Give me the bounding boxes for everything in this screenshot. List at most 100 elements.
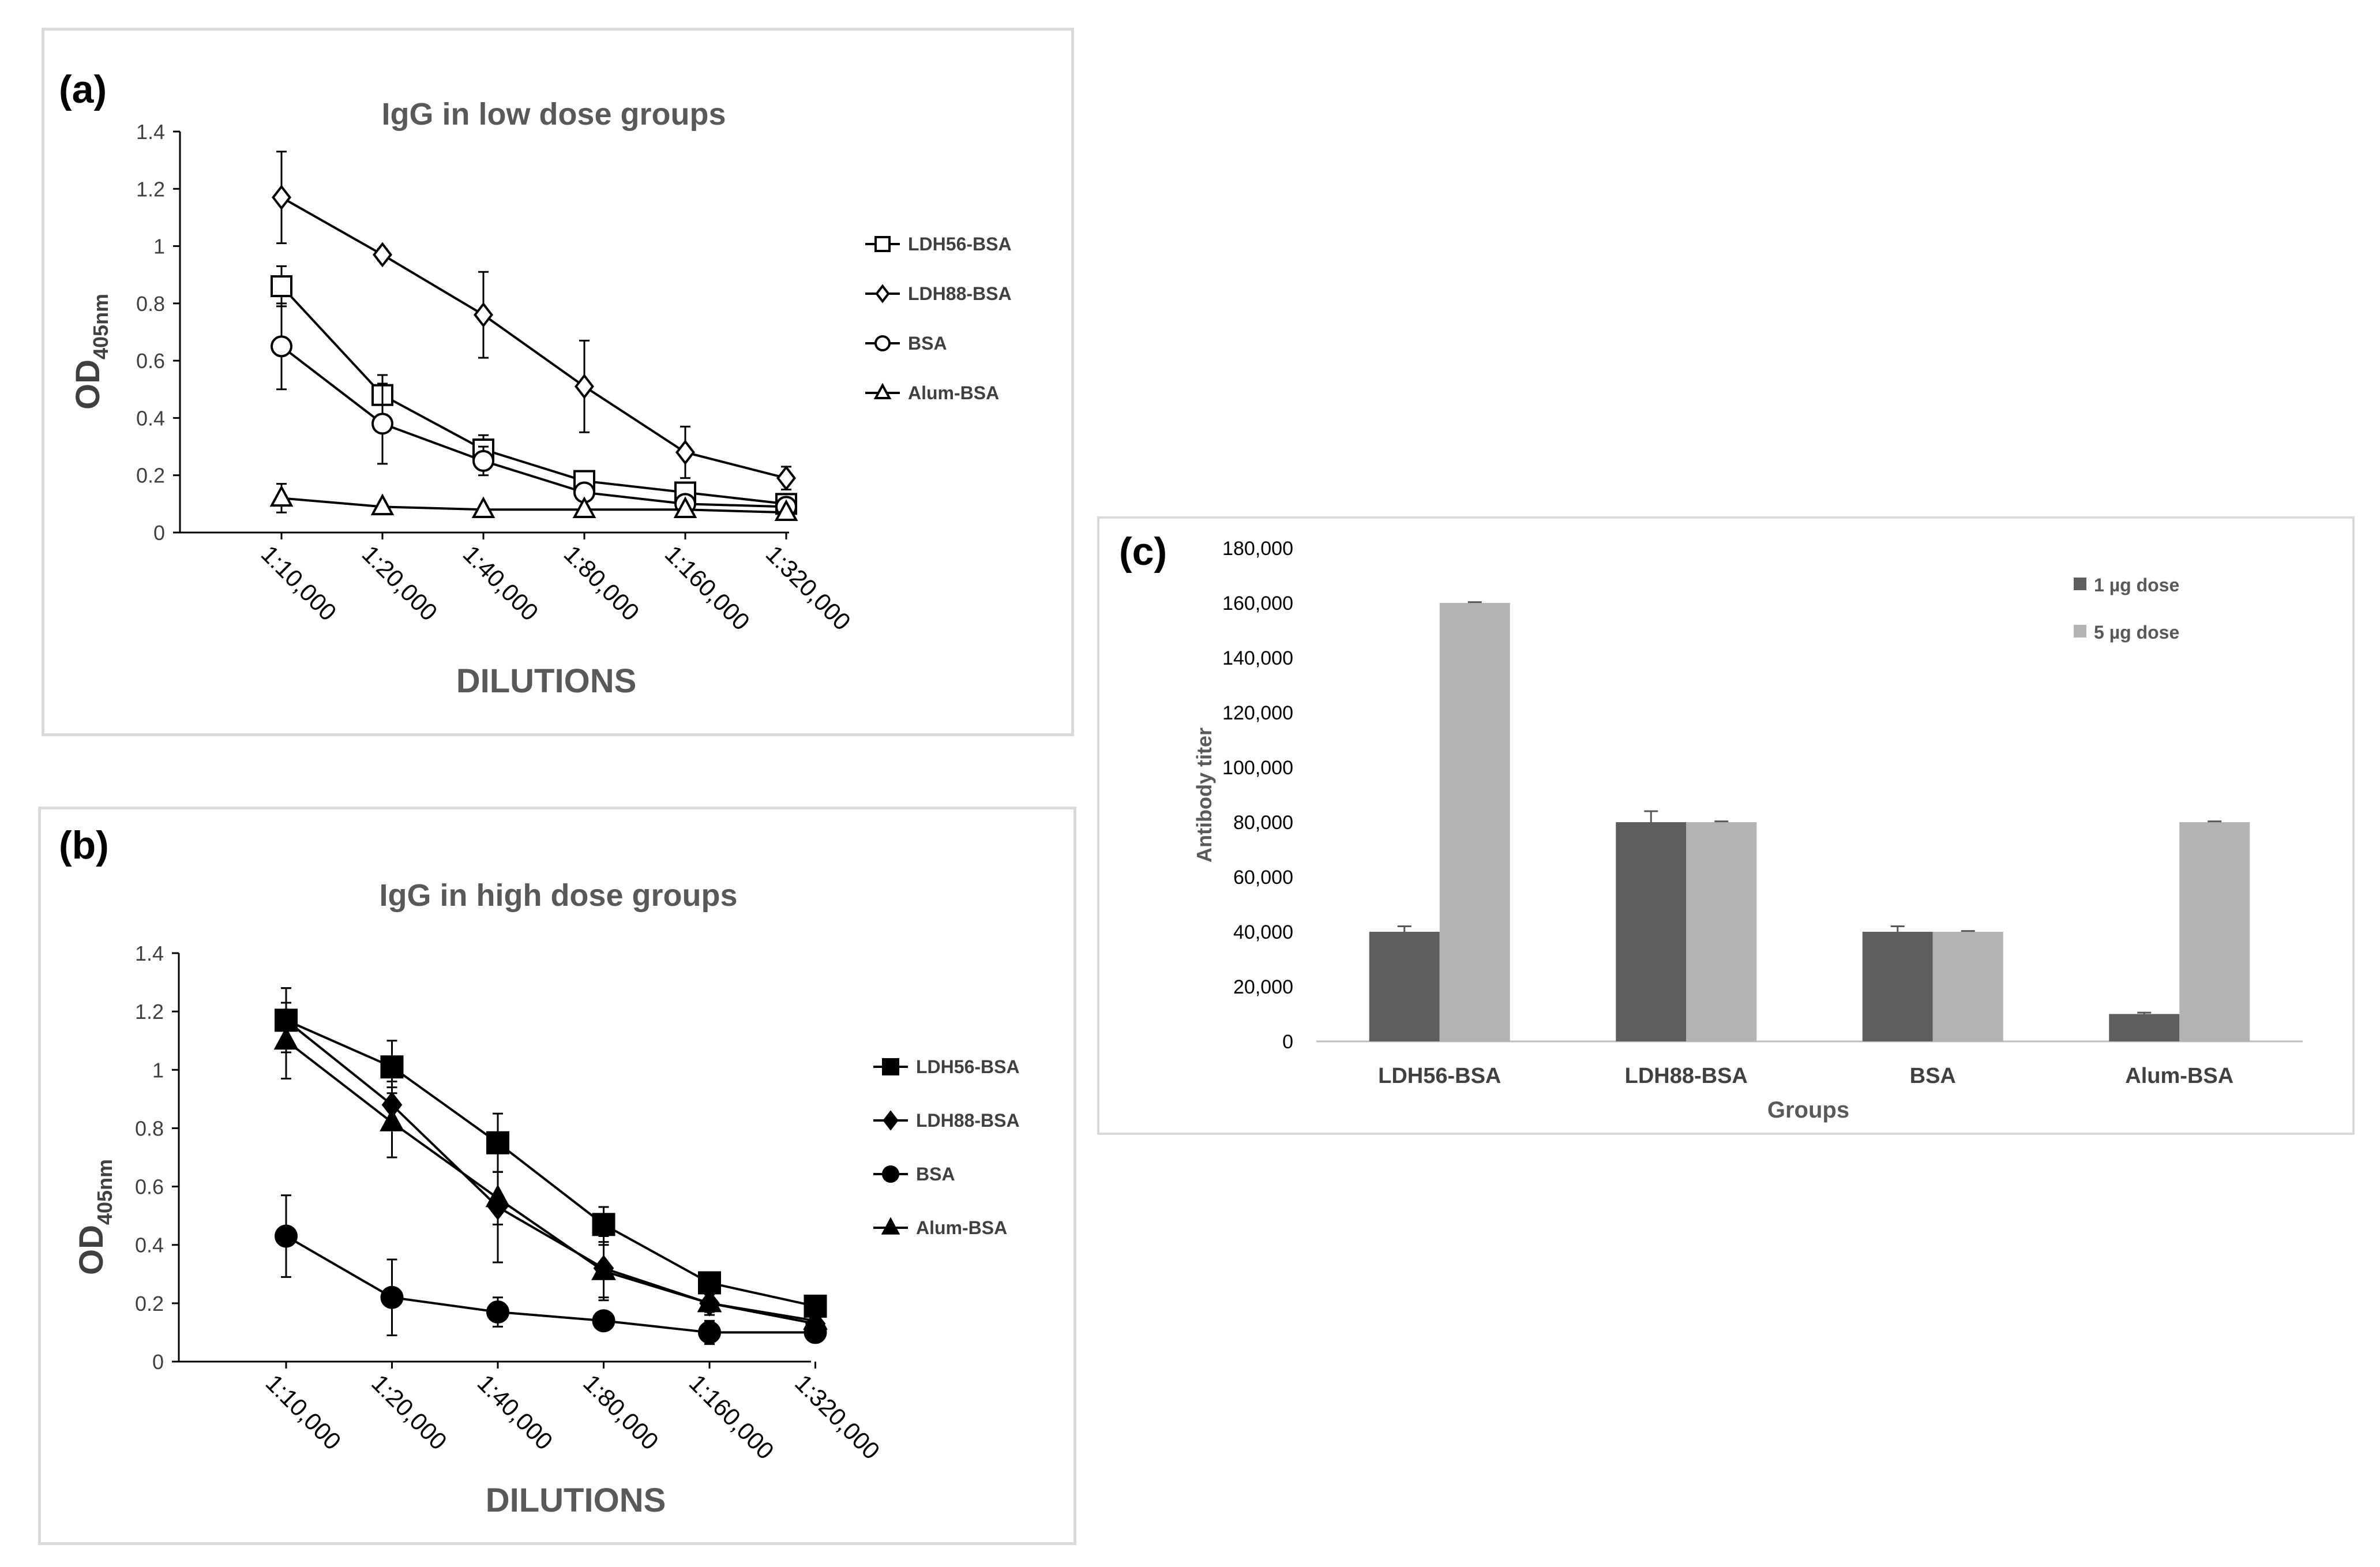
panel-c-x-tick-label: Alum-BSA — [2125, 1064, 2233, 1088]
panel-a-ldh88-bsa-point — [575, 373, 594, 399]
panel-c-y-tick-label: 140,000 — [1222, 647, 1293, 669]
panel-a-y-tick-label: 0 — [153, 521, 165, 545]
panel-a-alum-bsa-point — [572, 496, 596, 519]
panel-b-y-tick-label: 0.8 — [135, 1116, 164, 1140]
panel-c-legend-label-5-g-dose: 5 µg dose — [2094, 622, 2179, 643]
panel-b-bsa-legend-marker — [882, 1165, 899, 1183]
panel-c-ylabel: Antibody titer — [1192, 728, 1216, 863]
panel-a-ylabel-sub: 405nm — [89, 294, 112, 359]
panel-a-ldh56-bsa-point — [271, 275, 292, 298]
panel-b-chart: (b) IgG in high dose groups 0 0.2 0.4 0.6 0.… — [38, 807, 1076, 1545]
panel-a-frame — [42, 28, 1074, 736]
panel-a-ldh88-bsa-point — [272, 185, 291, 211]
panel-b-ldh88-bsa-legend-marker — [883, 1110, 899, 1131]
panel-a-alum-bsa-legend-marker — [873, 383, 892, 399]
panel-a-ldh88-bsa-point — [373, 242, 392, 268]
panel-c-x-tick-label: LDH88-BSA — [1625, 1064, 1748, 1088]
panel-c-bar-5-g-dose — [1932, 932, 2003, 1041]
panel-a-ldh88-bsa-line — [281, 196, 787, 479]
panel-b-alum-bsa-legend-marker — [881, 1217, 900, 1235]
panel-c-y-tick-label: 180,000 — [1222, 538, 1293, 560]
panel-b-alum-bsa-point — [697, 1289, 722, 1313]
panel-b-alum-bsa-point — [485, 1184, 510, 1208]
panel-b-ldh56-bsa-legend-label: LDH56-BSA — [916, 1056, 1020, 1077]
panel-c-y-tick-label: 160,000 — [1222, 593, 1293, 614]
panel-b-alum-bsa-point — [803, 1307, 828, 1330]
panel-a-bsa-legend-label: BSA — [908, 333, 947, 354]
panel-b-xlabel: DILUTIONS — [486, 1482, 666, 1519]
panel-a-alum-bsa-point — [370, 493, 395, 516]
panel-a-y-tick-label: 1.2 — [136, 177, 165, 201]
panel-b-ylabel-main: OD — [73, 1225, 110, 1275]
panel-c-y-tick-label: 100,000 — [1222, 757, 1293, 779]
panel-a-bsa-line — [280, 345, 787, 508]
panel-b-bsa-legend-label: BSA — [916, 1164, 955, 1184]
panel-a-title: IgG in low dose groups — [381, 97, 726, 132]
panel-b-bsa-line — [285, 1235, 816, 1334]
panel-a-y-tick-label: 0.6 — [136, 349, 165, 373]
panel-c-label: (c) — [1119, 530, 1167, 573]
panel-c-bar-5-g-dose — [1439, 603, 1510, 1041]
panel-a-y-tick-label: 1.4 — [136, 120, 165, 144]
panel-a-chart: (a) IgG in low dose groups 0 0.2 0.4 0.6 0.8… — [42, 28, 1074, 736]
panel-c-y-tick-label: 80,000 — [1233, 812, 1293, 834]
panel-a-y-tick-label: 0.2 — [136, 464, 165, 488]
panel-c-bar-1-g-dose — [1616, 822, 1687, 1041]
panel-b-y-tick-label: 0.6 — [135, 1175, 164, 1199]
panel-c-x-tick-label: BSA — [1910, 1064, 1956, 1088]
panel-b-ldh56-bsa-point — [592, 1213, 615, 1236]
panel-c-chart: (c) 0 20,000 40,000 60,000 80,000 100,000 120,… — [1097, 516, 2355, 1135]
panel-a-ldh88-bsa-point — [776, 465, 796, 491]
panel-b-y-tick-label: 1.2 — [135, 1000, 164, 1024]
panel-a-alum-bsa-line — [281, 497, 787, 514]
panel-b-bsa-point — [592, 1309, 615, 1333]
panel-a-ldh88-bsa-legend-marker — [875, 284, 890, 303]
panel-b-alum-bsa-legend-label: Alum-BSA — [916, 1217, 1007, 1238]
panel-b-bsa-point — [380, 1285, 404, 1309]
panel-b-y-tick-label: 1.4 — [135, 942, 164, 965]
panel-c-y-tick-label: 40,000 — [1233, 921, 1293, 943]
panel-a-xlabel: DILUTIONS — [456, 662, 637, 700]
panel-c-y-tick-label: 20,000 — [1233, 976, 1293, 998]
panel-c-legend-swatch-5-g-dose — [2074, 625, 2086, 638]
panel-c-bar-5-g-dose — [2179, 822, 2250, 1041]
panel-b-y-tick-label: 0 — [152, 1350, 164, 1374]
panel-b-ldh88-bsa-legend-label: LDH88-BSA — [916, 1110, 1020, 1131]
panel-c-x-tick-label: LDH56-BSA — [1378, 1064, 1501, 1088]
panel-a-y-tick-label: 0.8 — [136, 292, 165, 316]
panel-b-y-tick-label: 0.4 — [135, 1234, 164, 1257]
panel-a-ldh88-bsa-legend-label: LDH88-BSA — [908, 283, 1012, 304]
panel-b-bsa-point — [486, 1300, 509, 1324]
panel-b-ldh56-bsa-legend-marker — [882, 1058, 899, 1075]
panel-b-label: (b) — [59, 823, 109, 867]
panel-a-y-tick-label: 1 — [153, 235, 165, 258]
panel-b-y-tick-label: 1 — [152, 1058, 164, 1082]
panel-a-ldh88-bsa-point — [474, 302, 493, 328]
panel-c-y-tick-label: 120,000 — [1222, 702, 1293, 724]
panel-a-bsa-legend-marker — [874, 335, 891, 351]
panel-b-alum-bsa-point — [380, 1108, 404, 1131]
panel-a-ldh56-bsa-legend-marker — [874, 236, 891, 252]
panel-c-bar-1-g-dose — [1369, 932, 1440, 1041]
panel-a-bsa-point — [472, 449, 494, 472]
panel-c-y-tick-label: 0 — [1282, 1031, 1293, 1053]
panel-c-bar-1-g-dose — [1862, 932, 1933, 1041]
panel-a-bsa-point — [271, 335, 292, 358]
panel-a-ylabel-main: OD — [69, 359, 107, 410]
panel-a-ldh56-bsa-line — [280, 285, 787, 505]
panel-b-ylabel-sub: 405nm — [93, 1159, 117, 1225]
panel-c-bar-1-g-dose — [2109, 1014, 2180, 1041]
panel-a-alum-bsa-point — [471, 496, 495, 519]
panel-b-frame — [38, 807, 1076, 1545]
panel-b-y-tick-label: 0.2 — [135, 1292, 164, 1315]
panel-a-y-tick-label: 0.4 — [136, 406, 165, 430]
panel-b-alum-bsa-line — [285, 1040, 816, 1322]
panel-b-bsa-point — [275, 1224, 298, 1248]
panel-c-legend-label-1-g-dose: 1 µg dose — [2094, 575, 2179, 595]
panel-a-ldh56-bsa-legend-label: LDH56-BSA — [908, 234, 1012, 254]
panel-a-ldh88-bsa-point — [675, 440, 695, 465]
panel-a-alum-bsa-point — [774, 499, 798, 521]
panel-a-label: (a) — [59, 68, 107, 111]
panel-a-alum-bsa-point — [673, 496, 697, 519]
panel-a-alum-bsa-legend-label: Alum-BSA — [908, 383, 999, 403]
